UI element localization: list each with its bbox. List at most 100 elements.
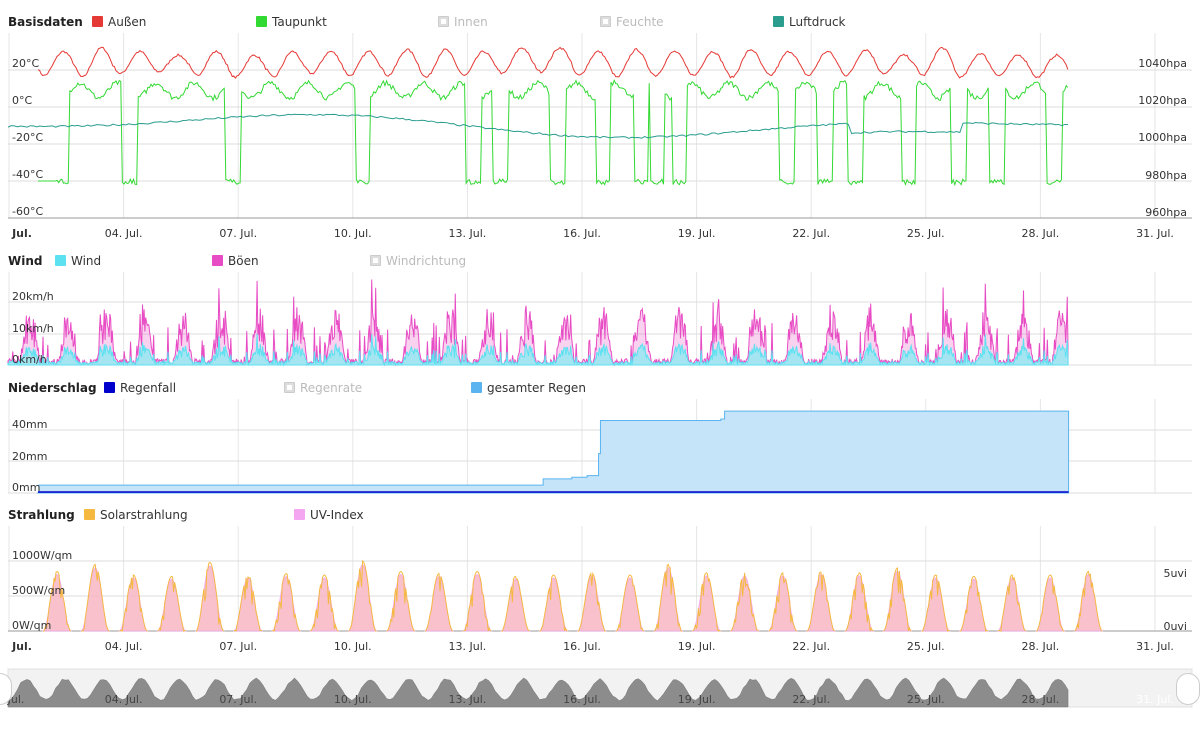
panel-title-wind: Wind <box>8 254 43 268</box>
series-solar-line <box>615 574 645 632</box>
basis-y-left-tick: 0°C <box>12 94 32 107</box>
series-solar-line <box>424 572 454 632</box>
sun-x-tick: 16. Jul. <box>563 640 601 653</box>
legend-swatch <box>55 255 66 266</box>
series-solar-line <box>692 572 721 632</box>
series-solar-line <box>119 574 148 632</box>
rain-y-left-tick: 20mm <box>12 450 47 463</box>
navigator-x-tick: 04. Jul. <box>105 693 143 706</box>
legend-taupunkt[interactable]: Taupunkt <box>256 15 327 29</box>
series-boeen-area <box>7 279 1069 367</box>
series-solar-line <box>233 576 263 632</box>
legend-boeen[interactable]: Böen <box>212 254 259 268</box>
sun-y-right-tick: 0uvi <box>1163 620 1187 633</box>
series-solar-line <box>921 574 950 632</box>
legend-gesamter-regen[interactable]: gesamter Regen <box>471 381 586 395</box>
navigator-x-tick: 19. Jul. <box>678 693 716 706</box>
series-solar-line <box>768 571 798 632</box>
series-solar-line <box>462 570 492 632</box>
basis-x-tick: 25. Jul. <box>907 227 945 240</box>
series-gesamter-regen-area <box>37 410 1070 494</box>
legend-regenrate[interactable]: Regenrate <box>284 381 362 395</box>
series-solar-line <box>653 563 683 632</box>
sun-x-tick: 07. Jul. <box>219 640 257 653</box>
basis-y-right-tick: 960hpa <box>1145 206 1187 219</box>
navigator-x-tick: 31. Jul. <box>1136 693 1174 706</box>
rain-y-left-tick: 0mm <box>12 481 40 494</box>
basis-x-tick: 16. Jul. <box>563 227 601 240</box>
legend-swatch <box>773 16 784 27</box>
legend-swatch <box>438 16 449 27</box>
navigator-x-tick: 25. Jul. <box>907 693 945 706</box>
sun-x-tick: 19. Jul. <box>678 640 716 653</box>
series-solar-line <box>1074 570 1103 632</box>
legend-swatch <box>284 382 295 393</box>
panel-title-basisdaten: Basisdaten <box>8 15 83 29</box>
series-solar-line <box>386 570 416 632</box>
series-solar-line <box>157 575 186 632</box>
sun-x-tick: 31. Jul. <box>1136 640 1174 653</box>
navigator-x-tick: 16. Jul. <box>563 693 601 706</box>
series-aussen-line <box>37 46 1069 79</box>
series-solar-line <box>310 574 339 632</box>
legend-feuchte[interactable]: Feuchte <box>600 15 664 29</box>
basis-x-tick: 13. Jul. <box>449 227 487 240</box>
navigator-series-area <box>7 677 1069 708</box>
sun-x-tick: Jul. <box>11 640 32 653</box>
series-uv-area <box>80 567 111 632</box>
series-uv-area <box>385 573 417 632</box>
sun-x-tick: 04. Jul. <box>105 640 143 653</box>
navigator-x-tick: 28. Jul. <box>1022 693 1060 706</box>
legend-regenfall[interactable]: Regenfall <box>104 381 176 395</box>
navigator-x-tick: 13. Jul. <box>449 693 487 706</box>
basis-y-right-tick: 1020hpa <box>1138 94 1187 107</box>
series-solar-line <box>539 574 568 632</box>
sun-y-left-tick: 0W/qm <box>12 619 51 632</box>
basis-y-left-tick: -40°C <box>12 168 43 181</box>
series-solar-line <box>1036 574 1065 632</box>
basis-y-right-tick: 1040hpa <box>1138 57 1187 70</box>
sun-x-tick: 10. Jul. <box>334 640 372 653</box>
series-taupunkt-line <box>38 78 1069 187</box>
legend-swatch <box>600 16 611 27</box>
series-uv-area <box>500 578 531 632</box>
legend-wind[interactable]: Wind <box>55 254 101 268</box>
basis-x-tick: 04. Jul. <box>105 227 143 240</box>
basis-x-tick: 10. Jul. <box>334 227 372 240</box>
legend-aussen[interactable]: Außen <box>92 15 146 29</box>
wind-y-left-tick: 10km/h <box>12 322 54 335</box>
legend-swatch <box>256 16 267 27</box>
basis-y-right-tick: 1000hpa <box>1138 131 1187 144</box>
legend-swatch <box>294 509 305 520</box>
series-solar-line <box>883 566 912 632</box>
legend-swatch <box>212 255 223 266</box>
legend-windrichtung[interactable]: Windrichtung <box>370 254 466 268</box>
series-solar-line <box>81 563 110 632</box>
legend-innen[interactable]: Innen <box>438 15 488 29</box>
basis-y-left-tick: 20°C <box>12 57 39 70</box>
basis-y-left-tick: -20°C <box>12 131 43 144</box>
wind-y-left-tick: 20km/h <box>12 290 54 303</box>
legend-luftdruck[interactable]: Luftdruck <box>773 15 846 29</box>
basis-x-tick: 22. Jul. <box>792 227 830 240</box>
legend-swatch <box>370 255 381 266</box>
sun-y-left-tick: 500W/qm <box>12 584 65 597</box>
series-solar-line <box>501 575 530 632</box>
panel-title-niederschlag: Niederschlag <box>8 381 97 395</box>
rain-y-left-tick: 40mm <box>12 418 47 431</box>
legend-swatch <box>471 382 482 393</box>
series-solar-line <box>348 559 377 632</box>
basis-x-tick: 28. Jul. <box>1022 227 1060 240</box>
legend-uv-index[interactable]: UV-Index <box>294 508 364 522</box>
navigator-right-handle[interactable] <box>1176 673 1200 705</box>
navigator-x-tick: 22. Jul. <box>792 693 830 706</box>
legend-swatch <box>84 509 95 520</box>
series-solar-line <box>959 575 989 632</box>
legend-swatch <box>104 382 115 393</box>
series-solar-line <box>271 572 301 632</box>
basis-x-tick: Jul. <box>11 227 32 240</box>
basis-x-tick: 07. Jul. <box>219 227 257 240</box>
legend-solarstrahlung[interactable]: Solarstrahlung <box>84 508 188 522</box>
basis-y-right-tick: 980hpa <box>1145 169 1187 182</box>
